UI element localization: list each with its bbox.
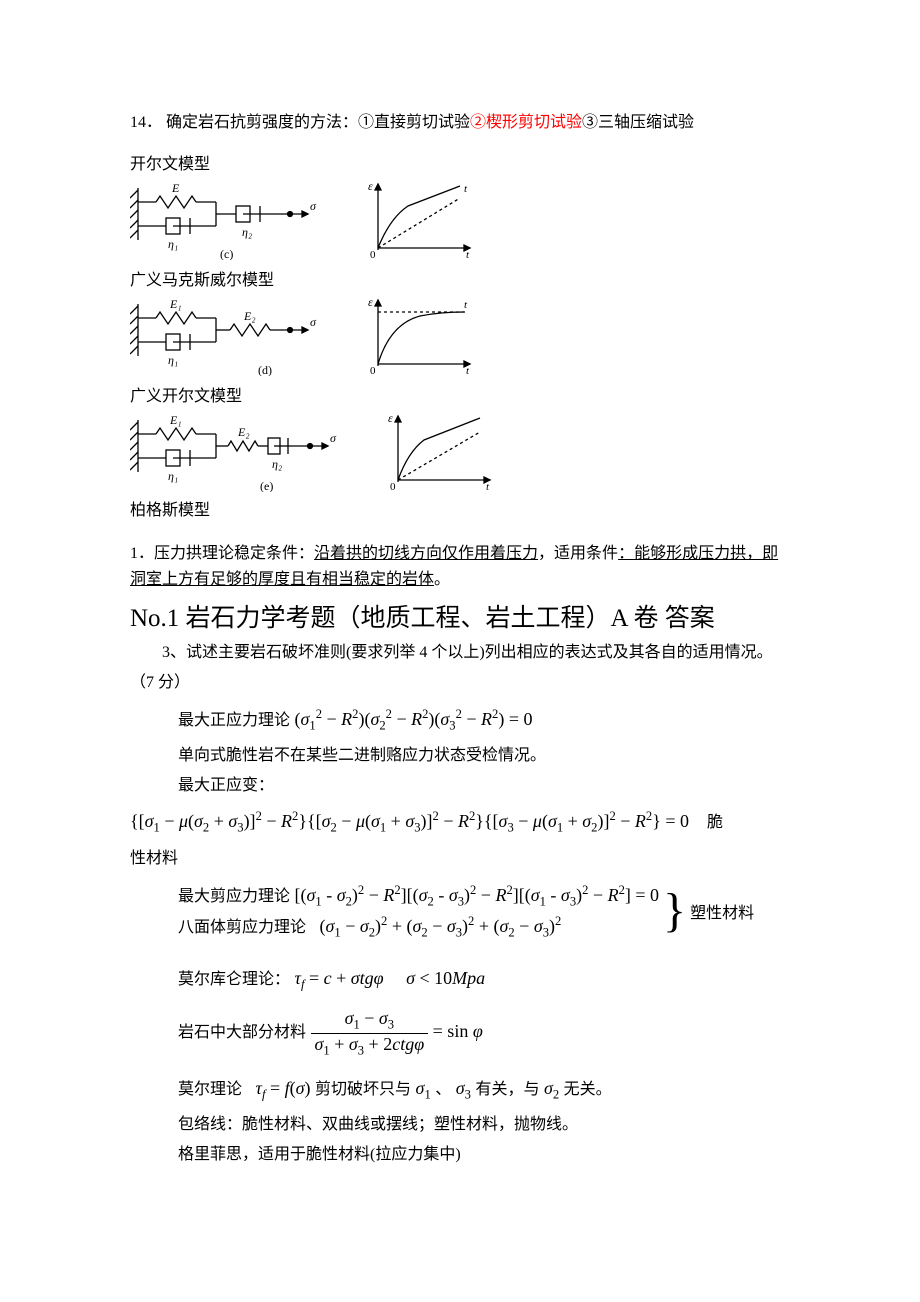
model-maxwell-graph: ε t 0 t — [360, 294, 480, 376]
q3-text-a: 3、试述主要岩石破坏准则(要求列举 4 个以上)列出相应的表达式及其各自的适用情… — [130, 640, 790, 666]
q14-text-b: ③三轴压缩试验 — [582, 114, 694, 131]
f3-tail: 塑性材料 — [690, 899, 754, 923]
model-maxwell: 广义马克斯威尔模型 — [130, 266, 790, 376]
label-eta1: η₁ — [168, 237, 178, 251]
q3-text-b: （7 分） — [130, 670, 790, 696]
f7-tail-b: 、 — [435, 1081, 451, 1098]
svg-text:η₂: η₂ — [272, 457, 282, 471]
q1-a: 压力拱理论稳定条件： — [154, 545, 314, 562]
f7-tail-d: 无关。 — [564, 1081, 612, 1098]
model-kelvin-graph: ε t 0 t — [360, 178, 480, 260]
q1-line: 1．压力拱理论稳定条件：沿着拱的切线方向仅作用着压力，适用条件：能够形成压力拱，… — [130, 541, 790, 592]
formula-max-normal-strain: {[σ1 − μ(σ2 + σ3)]2 − R2}{[σ2 − μ(σ1 + σ… — [130, 808, 790, 836]
svg-text:E₂: E₂ — [243, 309, 256, 323]
svg-text:ε: ε — [368, 179, 373, 193]
svg-text:E₁: E₁ — [169, 297, 182, 311]
formula-max-normal-stress: 最大正应力理论 (σ12 − R2)(σ22 − R2)(σ32 − R2) =… — [178, 706, 790, 734]
q1-number: 1． — [130, 545, 154, 562]
formula-rock-material: 岩石中大部分材料 σ1 − σ3 σ1 + σ3 + 2ctgφ = sin φ — [178, 1008, 790, 1058]
formula-mohr-coulomb: 莫尔库仑理论： τf = c + σtgφ σ < 10Mpa — [178, 965, 790, 993]
svg-text:0: 0 — [390, 481, 396, 492]
f5-label: 莫尔库仑理论： — [178, 971, 290, 988]
svg-text:t: t — [466, 365, 470, 376]
label-eta2: η₂ — [242, 225, 252, 239]
f7-tail-c: 有关，与 — [475, 1081, 539, 1098]
svg-text:t: t — [464, 183, 468, 195]
model-gen-kelvin-graph: ε 0 t — [380, 410, 500, 492]
q14-number: 14． — [130, 114, 162, 131]
f7-tail-a: 剪切破坏只与 — [315, 1081, 411, 1098]
f1-label: 最大正应力理论 — [178, 712, 290, 729]
svg-text:ε: ε — [388, 411, 393, 425]
svg-text:η₁: η₁ — [168, 353, 178, 367]
model-gen-kelvin-label: 广义开尔文模型 — [130, 382, 790, 406]
svg-text:E₂: E₂ — [237, 425, 250, 439]
model-maxwell-label: 广义马克斯威尔模型 — [130, 266, 790, 290]
model-burgers-label: 柏格斯模型 — [130, 498, 790, 524]
f2-tail-a: 脆 — [707, 814, 723, 831]
f7-label: 莫尔理论 — [178, 1081, 242, 1098]
q14-line: 14． 确定岩石抗剪强度的方法：①直接剪切试验②楔形剪切试验③三轴压缩试验 — [130, 110, 790, 136]
q14-text-red: ②楔形剪切试验 — [470, 114, 582, 131]
f2-tail-b: 性材料 — [130, 846, 790, 872]
svg-text:0: 0 — [370, 365, 376, 376]
svg-text:(d): (d) — [258, 363, 272, 376]
svg-text:t: t — [466, 249, 470, 260]
model-kelvin-label: 开尔文模型 — [130, 150, 790, 174]
model-gen-kelvin: 广义开尔文模型 — [130, 382, 790, 492]
svg-text:t: t — [464, 299, 468, 311]
q1-c: 。 — [434, 571, 450, 588]
svg-text:t: t — [486, 481, 490, 492]
svg-text:ε: ε — [368, 295, 373, 309]
formula-shear-group: 最大剪应力理论 [(σ1 - σ2)2 − R2][(σ2 - σ3)2 − R… — [178, 882, 790, 941]
model-gen-kelvin-circuit: E₁ η₁ E₂ η₂ σ (e) — [130, 410, 340, 492]
f4-label: 八面体剪应力理论 — [178, 919, 306, 936]
svg-text:σ: σ — [330, 431, 337, 445]
model-kelvin-circuit: E η₁ η₂ σ (c) — [130, 178, 320, 260]
svg-text:η₁: η₁ — [168, 469, 178, 483]
label-sigma: σ — [310, 199, 317, 213]
f3-label: 最大剪应力理论 — [178, 888, 290, 905]
model-maxwell-circuit: E₁ η₁ E₂ σ (d) — [130, 294, 320, 376]
f1-note1: 单向式脆性岩不在某些二进制赂应力状态受检情况。 — [130, 743, 790, 769]
q1-u1: 沿着拱的切线方向仅作用着压力 — [314, 545, 538, 562]
f1-note2: 最大正应变： — [130, 773, 790, 799]
exam-title: No.1 岩石力学考题（地质工程、岩土工程）A 卷 答案 — [130, 598, 790, 634]
formula-mohr-theory: 莫尔理论 τf = f(σ) 剪切破坏只与 σ1 、 σ3 有关，与 σ2 无关… — [178, 1075, 790, 1103]
svg-text:(e): (e) — [260, 479, 273, 492]
f6-label: 岩石中大部分材料 — [178, 1025, 306, 1042]
q14-text-a: 确定岩石抗剪强度的方法：①直接剪切试验 — [166, 114, 470, 131]
model-kelvin: 开尔文模型 — [130, 150, 790, 260]
model-kelvin-letter: (c) — [220, 247, 233, 260]
svg-text:E₁: E₁ — [169, 413, 182, 427]
end-line-2: 格里菲思，适用于脆性材料(拉应力集中) — [130, 1142, 790, 1168]
svg-text:0: 0 — [370, 249, 376, 260]
q1-b: ，适用条件 — [538, 545, 618, 562]
end-line-1: 包络线：脆性材料、双曲线或摆线；塑性材料，抛物线。 — [130, 1112, 790, 1138]
label-E: E — [171, 181, 180, 195]
svg-text:σ: σ — [310, 315, 317, 329]
